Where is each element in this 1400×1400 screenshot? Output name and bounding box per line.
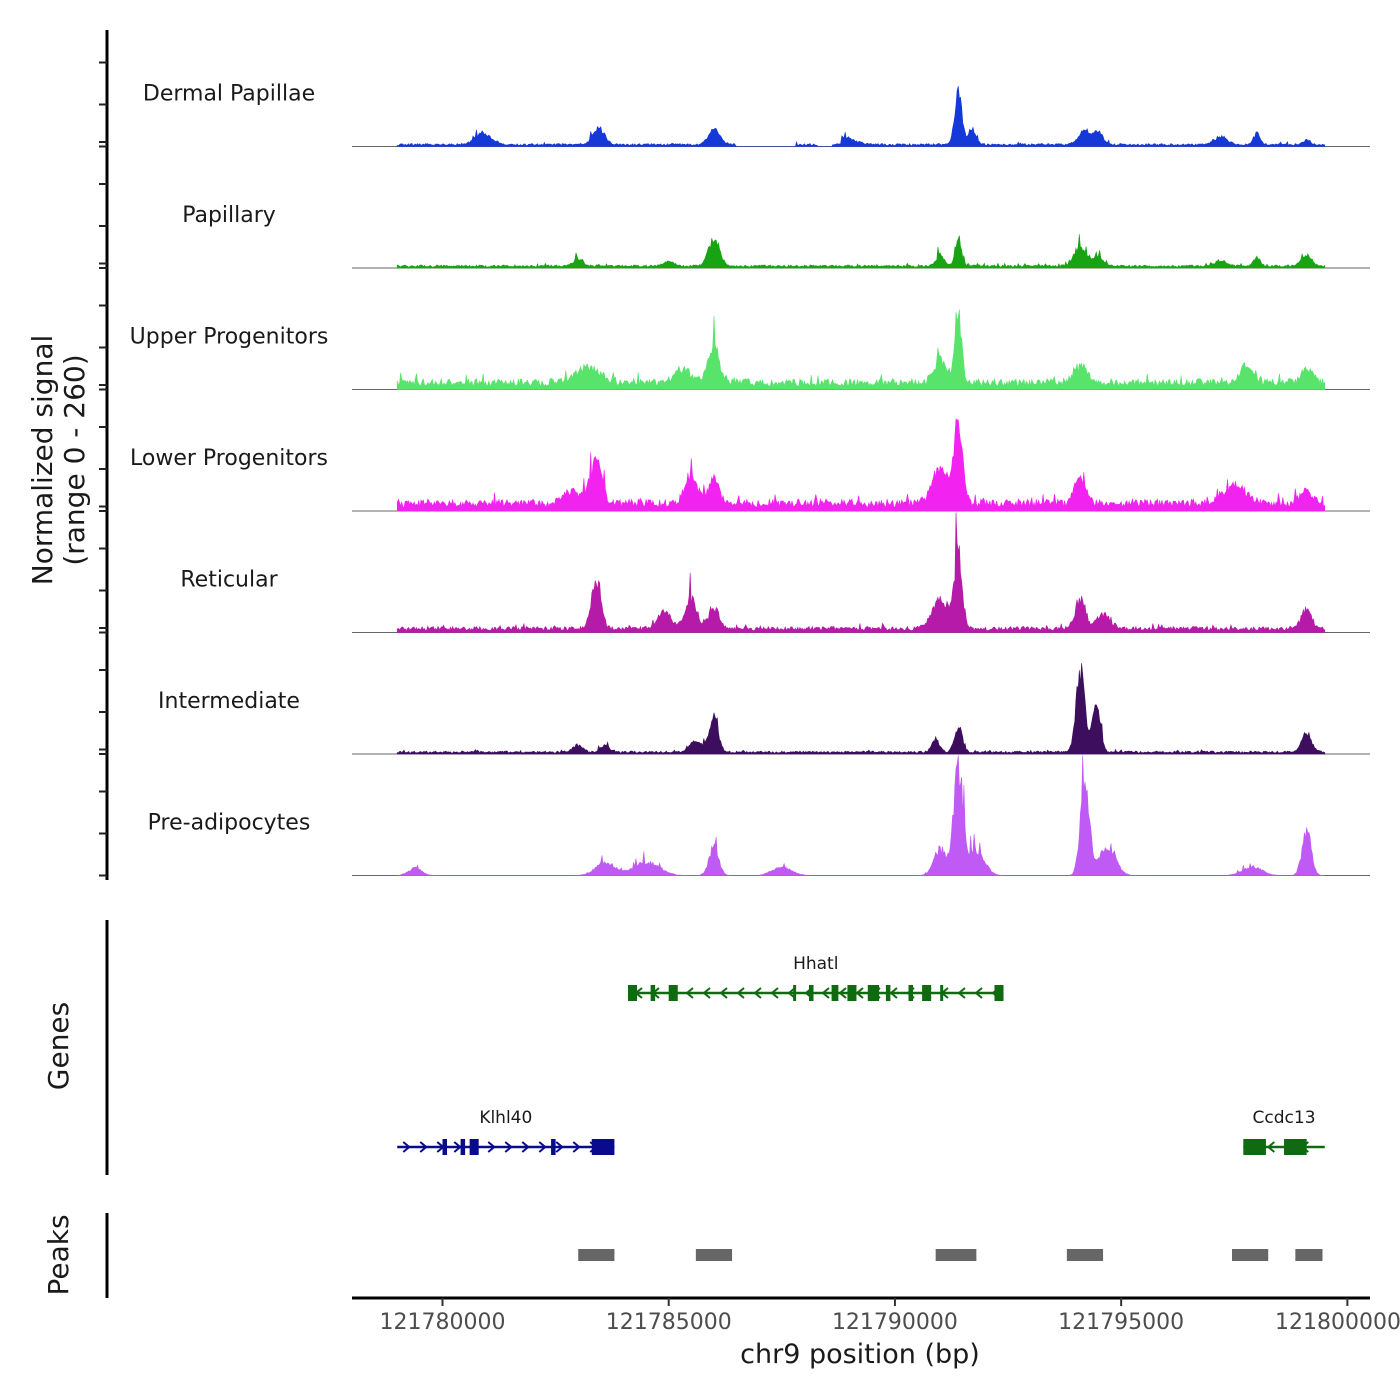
- strand-arrow: [736, 987, 745, 999]
- track-label: Lower Progenitors: [130, 446, 328, 471]
- gene-label: Hhatl: [793, 954, 838, 974]
- signal-area-papillary: [396, 234, 1326, 269]
- gene-exon: [668, 985, 678, 1001]
- strand-arrow: [572, 1141, 581, 1153]
- gene-exon: [885, 985, 891, 1001]
- gene-exon: [627, 985, 638, 1001]
- x-tick-label: 121790000: [832, 1310, 958, 1335]
- gene-exon: [867, 985, 880, 1001]
- gene-klhl40: Klhl40: [397, 1108, 615, 1155]
- x-tick-label: 121785000: [606, 1310, 732, 1335]
- peak-region: [935, 1249, 977, 1261]
- track-label: Reticular: [180, 568, 278, 593]
- peaks-panel: [105, 1213, 1323, 1298]
- gene-exon: [808, 985, 814, 1001]
- gene-exon: [847, 985, 857, 1001]
- gene-exon: [650, 985, 656, 1001]
- peak-region: [695, 1249, 733, 1261]
- strand-arrow: [719, 987, 728, 999]
- track-label: Pre-adipocytes: [148, 811, 311, 836]
- strand-arrow: [702, 987, 711, 999]
- gene-exon: [793, 985, 797, 1001]
- peak-region: [1066, 1249, 1104, 1261]
- strand-arrow: [1266, 1141, 1275, 1153]
- x-axis: 121780000 121785000 121790000 121795000 1218…: [352, 1296, 1400, 1335]
- signal-area-reticular: [396, 512, 1326, 633]
- strand-arrow: [419, 1141, 428, 1153]
- signal-area-pre-adipocytes: [396, 755, 1325, 876]
- strand-arrow: [838, 987, 847, 999]
- track-label: Intermediate: [158, 689, 300, 714]
- strand-arrow: [685, 987, 694, 999]
- gene-exon: [908, 985, 914, 1001]
- gene-exon: [1243, 1139, 1266, 1155]
- gene-exon: [551, 1139, 556, 1155]
- gene-ccdc13: Ccdc13: [1243, 1108, 1325, 1155]
- track-label: Dermal Papillae: [143, 82, 315, 107]
- strand-arrow: [957, 987, 966, 999]
- strand-arrow: [487, 1141, 496, 1153]
- gene-exon: [994, 985, 1004, 1001]
- strand-arrow: [821, 987, 830, 999]
- strand-arrow: [753, 987, 762, 999]
- gene-exon: [591, 1139, 615, 1155]
- strand-arrow: [889, 987, 898, 999]
- track-label: Upper Progenitors: [130, 325, 329, 350]
- genes-panel-label: Genes: [42, 1002, 75, 1090]
- x-axis-title: chr9 position (bp): [740, 1339, 980, 1370]
- track-label: Papillary: [182, 203, 276, 228]
- gene-exon: [1284, 1139, 1307, 1155]
- strand-arrow: [538, 1141, 547, 1153]
- strand-arrow: [555, 1141, 564, 1153]
- gene-exon: [831, 985, 839, 1001]
- gene-exon: [442, 1139, 448, 1155]
- gene-hhatl: Hhatl: [627, 954, 1004, 1001]
- x-tick-label: 121780000: [379, 1310, 505, 1335]
- strand-arrow: [855, 987, 864, 999]
- gene-exon: [460, 1139, 466, 1155]
- y-axis-title-line1: Normalized signal: [26, 335, 59, 586]
- strand-arrow: [974, 987, 983, 999]
- strand-arrow: [521, 1141, 530, 1153]
- peak-region: [578, 1249, 615, 1261]
- peak-region: [1295, 1249, 1323, 1261]
- strand-arrow: [453, 1141, 462, 1153]
- x-tick-label: 121795000: [1058, 1310, 1184, 1335]
- gene-label: Klhl40: [479, 1108, 532, 1128]
- peak-region: [1232, 1249, 1269, 1261]
- signal-area-dermal-papillae: [396, 86, 1326, 147]
- gene-label: Ccdc13: [1253, 1108, 1316, 1128]
- signal-area-intermediate: [396, 663, 1326, 755]
- signal-panel: Dermal Papillae Papillary Upper Progenitor…: [99, 30, 1370, 880]
- strand-arrow: [787, 987, 796, 999]
- genes-panel: Hhatl Klhl40 Ccdc13: [105, 920, 1325, 1175]
- gene-exon: [469, 1139, 479, 1155]
- peaks-panel-label: Peaks: [42, 1214, 75, 1295]
- signal-area-upper-progenitors: [396, 309, 1326, 390]
- y-axis-title-line2: (range 0 - 260): [58, 354, 91, 565]
- gene-exon: [940, 985, 944, 1001]
- strand-arrow: [402, 1141, 411, 1153]
- gene-exon: [922, 985, 932, 1001]
- signal-area-lower-progenitors: [396, 418, 1326, 512]
- strand-arrow: [770, 987, 779, 999]
- x-tick-label: 121800000: [1275, 1310, 1400, 1335]
- strand-arrow: [504, 1141, 513, 1153]
